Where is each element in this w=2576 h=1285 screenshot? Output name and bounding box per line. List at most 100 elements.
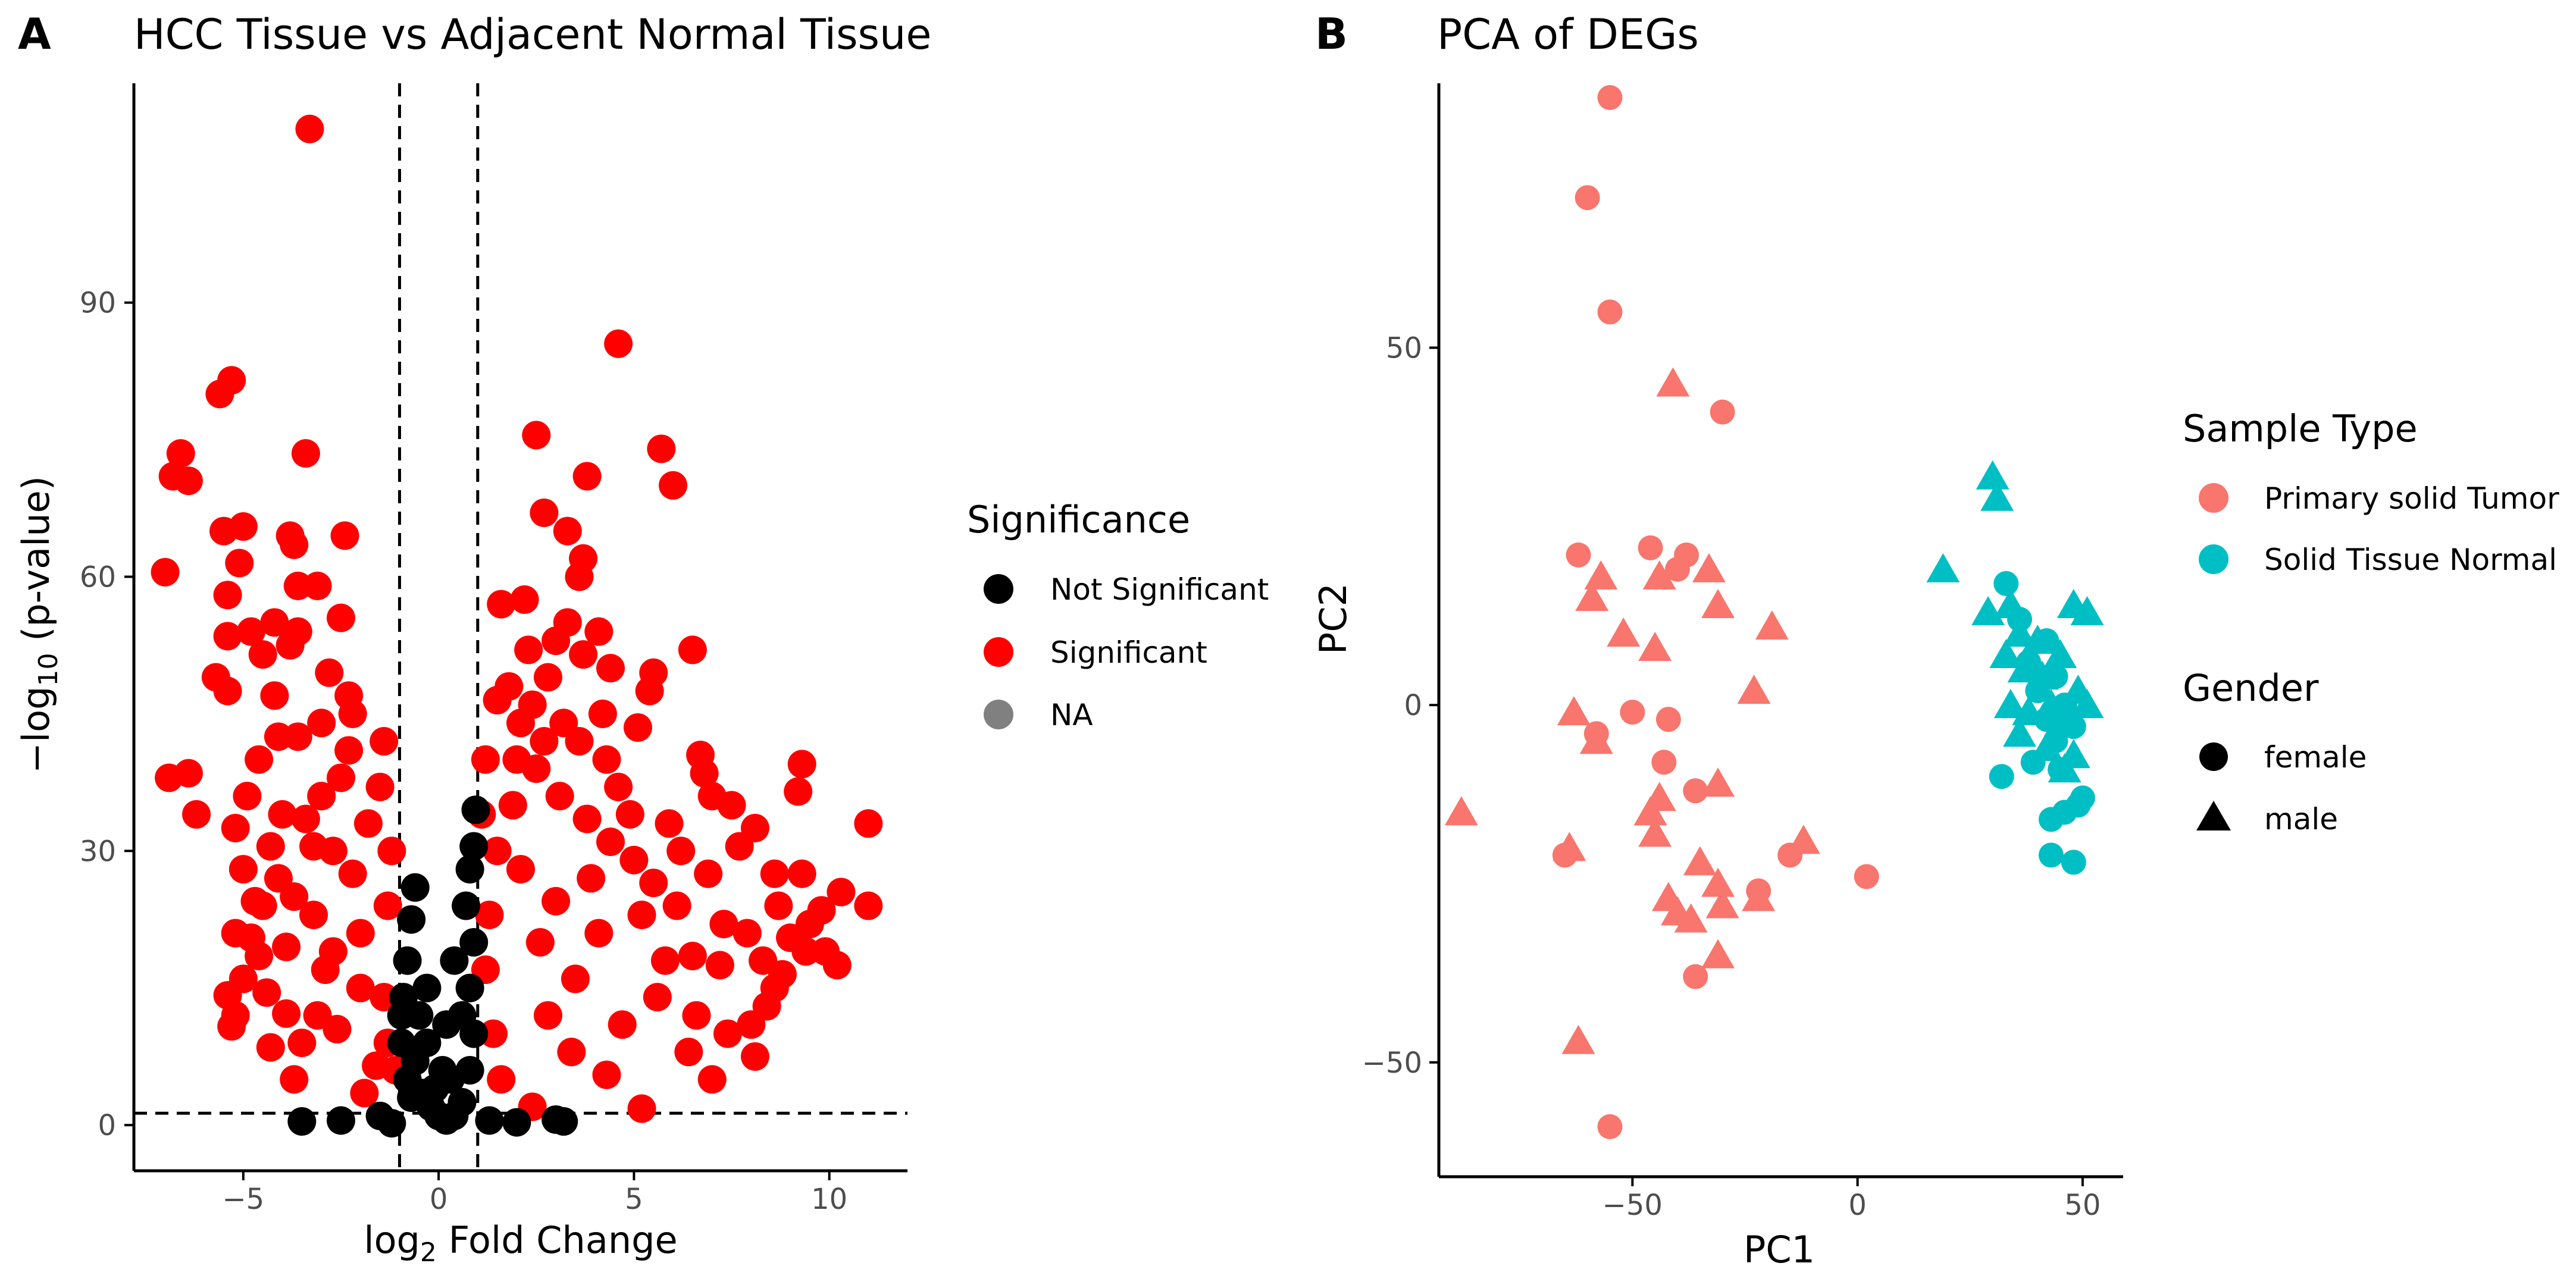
volcano-point-not-significant [377, 1109, 406, 1138]
volcano-x-ticks: −5 0 5 10 [222, 1171, 847, 1216]
pca-point-primary-solid-tumor-male [1561, 1024, 1595, 1054]
volcano-point-significant [272, 999, 301, 1028]
volcano-title: HCC Tissue vs Adjacent Normal Tissue [134, 10, 931, 59]
volcano-point-significant [506, 709, 535, 738]
volcano-point-significant [533, 663, 562, 692]
volcano-point-not-significant [397, 905, 426, 934]
pca-point-primary-solid-tumor-male [1742, 882, 1776, 911]
pca-x-tick-label: −50 [1602, 1189, 1663, 1222]
pca-point-primary-solid-tumor-male [1575, 581, 1609, 611]
pca-y-tick-label: 0 [1404, 689, 1422, 722]
volcano-point-significant [260, 608, 289, 637]
volcano-point-significant [530, 498, 559, 527]
volcano-point-significant [854, 809, 883, 838]
pca-point-solid-tissue-normal-male [2070, 689, 2104, 719]
legend-marker-tumor [2199, 483, 2228, 513]
pca-point-solid-tissue-normal-female [1993, 571, 2019, 596]
volcano-point-significant [334, 736, 364, 765]
volcano-point-significant [350, 1079, 379, 1108]
volcano-point-significant [315, 658, 344, 687]
pca-point-primary-solid-tumor-male [1705, 889, 1739, 919]
volcano-point-significant [674, 1038, 703, 1067]
volcano-point-significant [553, 516, 582, 546]
volcano-point-significant [627, 900, 656, 929]
volcano-point-significant [330, 521, 359, 550]
pca-point-solid-tissue-normal-male [1993, 588, 2027, 618]
pca-point-primary-solid-tumor-male [1557, 696, 1591, 726]
pca-point-solid-tissue-normal-female [2061, 850, 2086, 875]
volcano-point-significant [506, 855, 535, 884]
volcano-point-significant [498, 791, 527, 820]
volcano-point-significant [545, 782, 574, 811]
volcano-point-significant [760, 973, 789, 1002]
volcano-point-significant [639, 869, 668, 898]
volcano-point-significant [764, 891, 793, 920]
volcano-point-significant [659, 471, 688, 500]
volcano-point-significant [713, 1019, 742, 1048]
volcano-point-significant [283, 722, 312, 751]
volcano-point-significant [584, 919, 614, 948]
volcano-point-significant [318, 937, 348, 966]
pca-point-primary-solid-tumor-male [1638, 632, 1672, 662]
pca-point-solid-tissue-normal-male [2021, 625, 2055, 654]
volcano-point-not-significant [432, 1010, 461, 1039]
volcano-point-significant [236, 923, 265, 952]
volcano-point-significant [280, 882, 309, 911]
volcano-point-significant [377, 836, 406, 866]
volcano-point-significant [303, 571, 332, 600]
volcano-point-significant [245, 745, 274, 774]
volcano-point-significant [608, 1010, 637, 1039]
volcano-x-tick-label: −5 [222, 1183, 264, 1216]
volcano-point-significant [229, 855, 258, 884]
volcano-point-significant [596, 654, 625, 683]
volcano-point-significant [233, 782, 262, 811]
pca-point-solid-tissue-normal-male [1976, 460, 2010, 490]
volcano-point-significant [283, 571, 312, 600]
volcano-point-significant [291, 439, 320, 468]
volcano-ylabel-rest: (p-value) [14, 476, 58, 653]
volcano-point-significant [479, 1019, 508, 1048]
pca-point-solid-tissue-normal-male [2030, 732, 2064, 761]
volcano-point-significant [248, 640, 277, 669]
volcano-point-significant [209, 516, 239, 546]
volcano-point-significant [225, 549, 254, 578]
volcano-point-significant [217, 1012, 246, 1041]
volcano-point-significant [370, 983, 399, 1012]
pca-point-primary-solid-tumor-male [1579, 725, 1613, 754]
pca-point-solid-tissue-normal-male [2043, 639, 2077, 669]
volcano-point-significant [502, 745, 531, 774]
legend-label-female: female [2264, 740, 2367, 775]
volcano-point-significant [787, 750, 816, 779]
volcano-point-not-significant [440, 946, 469, 975]
volcano-point-significant [213, 676, 242, 706]
volcano-point-significant [291, 804, 320, 833]
volcano-point-significant [295, 114, 324, 143]
volcano-point-significant [565, 727, 594, 756]
volcano-point-significant [592, 745, 621, 774]
volcano-point-significant [373, 891, 402, 920]
volcano-point-significant [272, 932, 301, 961]
pca-point-solid-tissue-normal-male [1989, 639, 2023, 669]
significance-legend-title: Significance [967, 498, 1190, 541]
legend-marker-female [2199, 742, 2228, 771]
pca-point-primary-solid-tumor-female [1638, 535, 1663, 560]
volcano-point-significant [655, 809, 684, 838]
volcano-point-not-significant [326, 1106, 355, 1135]
volcano-point-not-significant [459, 927, 489, 957]
volcano-point-significant [370, 727, 399, 756]
volcano-point-significant [221, 813, 250, 842]
volcano-point-significant [530, 727, 559, 756]
volcano-point-not-significant [397, 1083, 426, 1112]
volcano-point-significant [737, 1010, 766, 1039]
volcano-point-significant [510, 585, 539, 614]
volcano-point-significant [577, 864, 606, 893]
volcano-point-significant [174, 466, 203, 496]
volcano-point-significant [256, 1033, 285, 1062]
volcano-point-significant [307, 709, 336, 738]
legend-label-significant: Significant [1050, 635, 1207, 670]
volcano-point-not-significant [549, 1107, 578, 1136]
volcano-point-significant [811, 937, 840, 966]
volcano-point-significant [561, 964, 590, 993]
pca-point-primary-solid-tumor-male [1701, 588, 1735, 618]
volcano-point-significant [776, 923, 805, 952]
